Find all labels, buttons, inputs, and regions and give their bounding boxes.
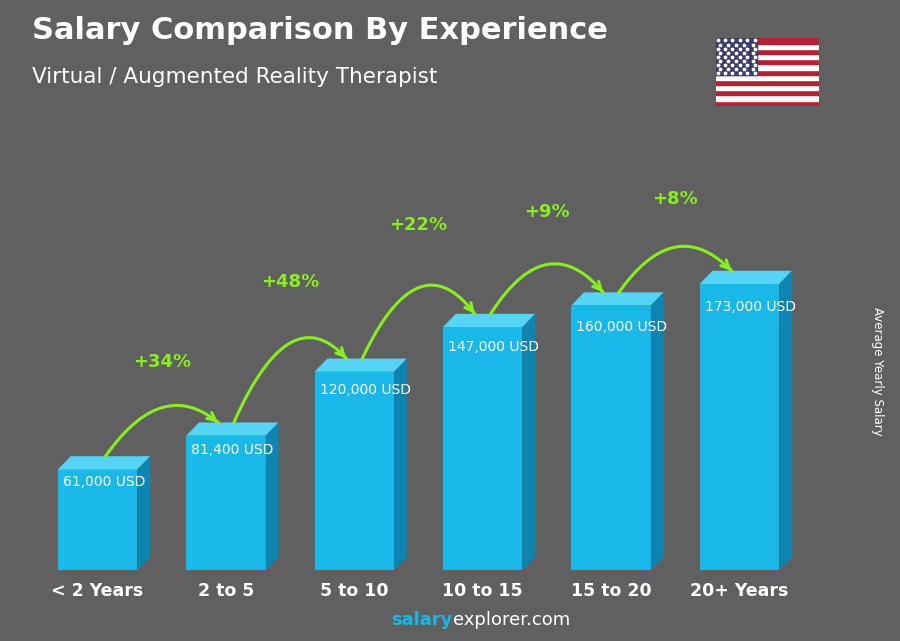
Text: +22%: +22% [390,217,447,235]
Bar [186,436,266,570]
Polygon shape [779,271,792,570]
Text: 81,400 USD: 81,400 USD [192,443,274,457]
Bar [716,49,819,54]
Bar [716,96,819,101]
Bar [716,85,819,90]
Polygon shape [186,422,279,436]
Bar [716,54,819,59]
Bar [699,284,779,570]
Polygon shape [138,456,150,570]
Text: 160,000 USD: 160,000 USD [576,320,668,334]
Text: 120,000 USD: 120,000 USD [320,383,410,397]
Text: +48%: +48% [261,272,320,290]
Text: 61,000 USD: 61,000 USD [63,475,145,489]
Polygon shape [443,314,536,327]
Bar [716,38,757,75]
Polygon shape [314,358,407,372]
Bar [572,306,651,570]
Text: 173,000 USD: 173,000 USD [705,300,796,314]
Bar [314,372,394,570]
Bar [716,44,819,49]
Text: Average Yearly Salary: Average Yearly Salary [871,308,884,436]
Polygon shape [266,422,279,570]
Text: explorer.com: explorer.com [453,612,570,629]
Bar [716,69,819,75]
Polygon shape [651,292,663,570]
Polygon shape [394,358,407,570]
Bar [716,38,819,44]
Text: +9%: +9% [524,203,570,221]
Bar [716,80,819,85]
Polygon shape [699,271,792,284]
Text: salary: salary [392,612,453,629]
Polygon shape [58,456,150,469]
Bar [443,327,523,570]
Text: +34%: +34% [132,353,191,371]
Text: +8%: +8% [652,190,698,208]
Text: Salary Comparison By Experience: Salary Comparison By Experience [32,16,608,45]
Polygon shape [572,292,663,306]
Bar [58,469,138,570]
Polygon shape [523,314,536,570]
Bar [716,59,819,64]
Bar [716,90,819,96]
Text: Virtual / Augmented Reality Therapist: Virtual / Augmented Reality Therapist [32,67,436,87]
Bar [716,64,819,69]
Bar [716,75,819,80]
Bar [716,101,819,106]
Text: 147,000 USD: 147,000 USD [448,340,539,354]
